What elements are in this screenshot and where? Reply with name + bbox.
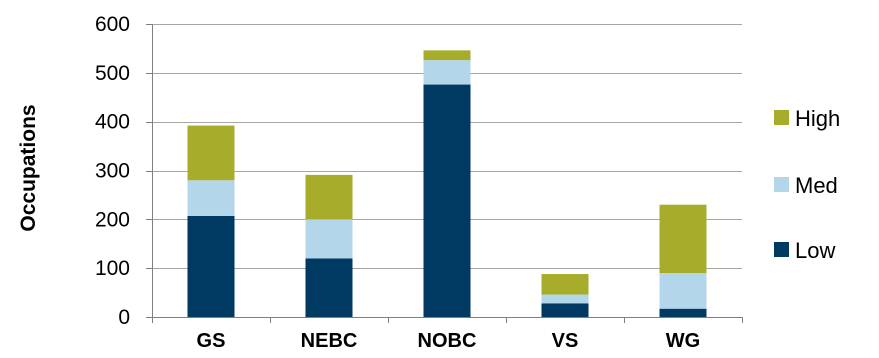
x-tick-label: NEBC	[301, 330, 358, 352]
legend-swatch-high	[774, 110, 789, 125]
legend-swatch-med	[774, 177, 789, 192]
bar-nebc-high	[305, 174, 353, 220]
bar-vs-med	[541, 294, 589, 304]
x-tick-label: GS	[197, 330, 226, 352]
bar-nobc-high	[423, 50, 471, 61]
bar-gs-high	[187, 125, 235, 181]
bars	[187, 50, 707, 317]
legend-swatch-low	[774, 242, 789, 257]
bar-nebc-low	[305, 258, 353, 317]
bar-gs-low	[187, 215, 235, 317]
bar-wg-med	[659, 273, 707, 309]
y-tick-labels: 0 100 200 300 400 500 600	[95, 13, 130, 329]
axes	[146, 24, 743, 323]
bar-nebc-med	[305, 219, 353, 259]
legend-label-med: Med	[795, 173, 838, 198]
bar-wg-high	[659, 204, 707, 274]
legend: High Med Low	[774, 106, 840, 263]
y-tick-label: 500	[95, 62, 130, 85]
x-tick-label: WG	[666, 330, 700, 352]
y-tick-label: 300	[95, 160, 130, 183]
legend-label-low: Low	[795, 238, 835, 263]
y-tick-label: 0	[118, 306, 130, 329]
y-tick-label: 100	[95, 257, 130, 280]
bar-nobc-low	[423, 84, 471, 317]
x-tick-label: NOBC	[418, 330, 477, 352]
bar-vs-high	[541, 274, 589, 295]
bar-vs-low	[541, 303, 589, 317]
y-axis-title: Occupations	[17, 104, 40, 231]
x-tick-labels: GS NEBC NOBC VS WG	[197, 330, 701, 352]
bar-nobc-med	[423, 60, 471, 85]
bar-gs-med	[187, 180, 235, 216]
legend-label-high: High	[795, 106, 840, 131]
bar-wg-low	[659, 308, 707, 317]
y-tick-label: 400	[95, 111, 130, 134]
x-tick-label: VS	[552, 330, 579, 352]
y-tick-label: 200	[95, 208, 130, 231]
y-tick-label: 600	[95, 13, 130, 36]
